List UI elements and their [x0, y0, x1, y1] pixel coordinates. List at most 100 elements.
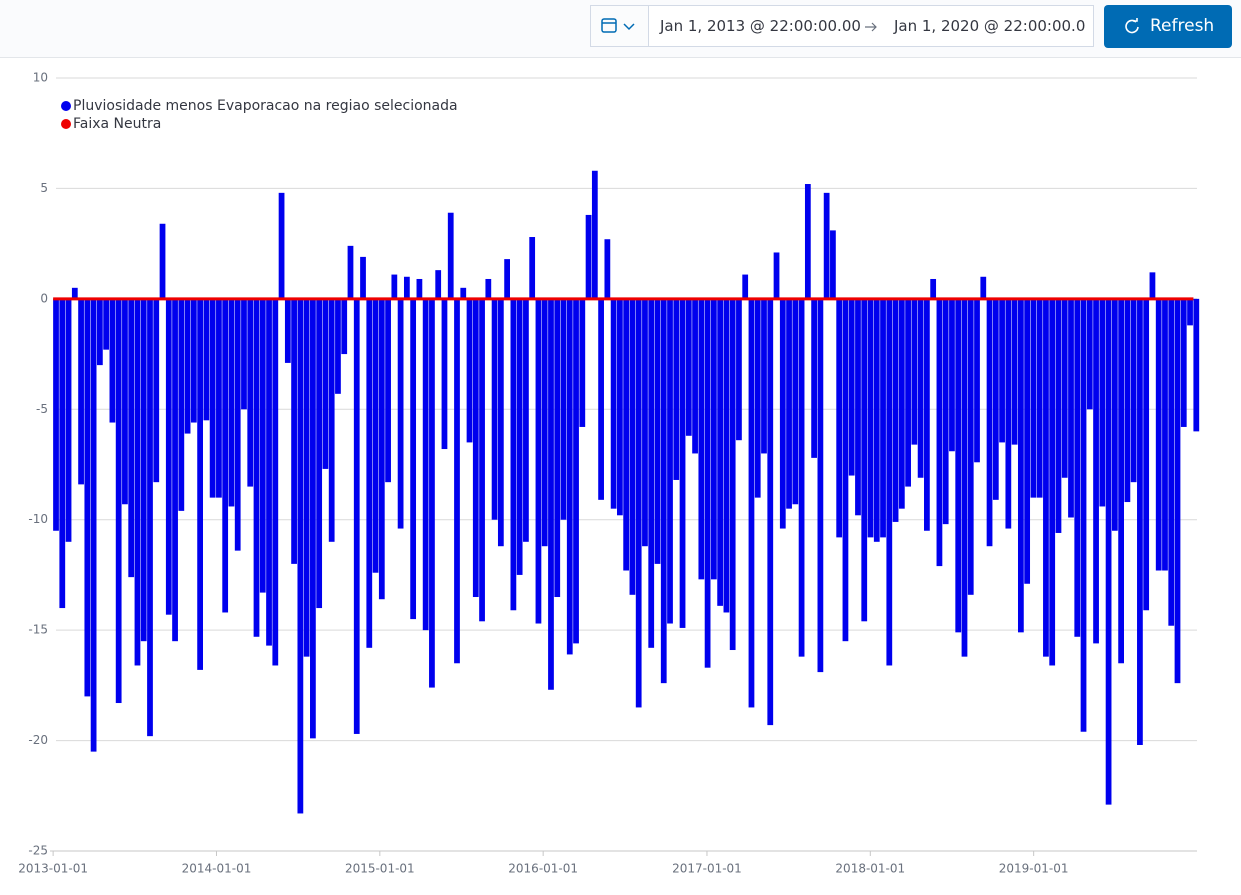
bar	[642, 298, 648, 547]
x-tick-label: 2016-01-01	[508, 862, 578, 876]
bar	[748, 298, 755, 708]
bar	[598, 298, 604, 500]
bar	[103, 298, 110, 350]
bar	[497, 298, 504, 547]
bar	[310, 298, 316, 739]
refresh-label[interactable]: Refresh	[1150, 16, 1215, 36]
bar	[1193, 298, 1200, 432]
y-tick-label: 10	[33, 71, 48, 85]
bar	[873, 298, 880, 542]
refresh-button[interactable]: Refresh	[1104, 5, 1232, 48]
legend-marker	[61, 101, 71, 111]
bar	[992, 298, 999, 500]
bar	[1130, 298, 1137, 483]
bar	[535, 298, 542, 624]
bar	[1174, 298, 1181, 684]
bar	[798, 298, 805, 657]
bar	[259, 298, 266, 593]
bar	[122, 298, 128, 505]
bar	[1024, 298, 1031, 584]
bar	[485, 278, 492, 299]
bar	[554, 298, 561, 598]
bar	[924, 298, 930, 531]
date-picker[interactable]: Jan 1, 2013 @ 22:00:00.00 Jan 1, 2020 @ …	[590, 5, 1094, 47]
bar	[986, 298, 993, 547]
end-date[interactable]: Jan 1, 2020 @ 22:00:00.0	[894, 17, 1086, 35]
bar	[604, 239, 611, 299]
bar	[454, 298, 460, 664]
y-tick-label: -15	[28, 623, 48, 637]
y-tick-label: -10	[28, 512, 48, 526]
bar	[692, 298, 698, 454]
bar	[886, 298, 893, 666]
bar	[949, 298, 955, 452]
bar	[1105, 298, 1112, 805]
bar	[1074, 298, 1081, 637]
bar	[529, 237, 536, 299]
bar	[322, 298, 329, 469]
bar	[197, 298, 203, 670]
start-date[interactable]: Jan 1, 2013 @ 22:00:00.00	[660, 17, 861, 35]
bar	[723, 298, 730, 613]
bar	[579, 298, 586, 427]
bar	[980, 276, 987, 299]
x-tick-label: 2017-01-01	[672, 862, 742, 876]
bar	[391, 274, 398, 299]
bar	[303, 298, 310, 657]
bar	[560, 298, 567, 520]
refresh-icon	[1125, 18, 1139, 34]
bar	[1036, 298, 1043, 498]
bar	[1149, 272, 1156, 299]
x-tick-label: 2015-01-01	[345, 862, 415, 876]
bar	[441, 298, 448, 450]
bar	[1143, 298, 1150, 611]
bar	[1187, 298, 1193, 326]
bar	[1124, 298, 1131, 503]
bar	[397, 298, 404, 529]
bar	[1086, 298, 1093, 410]
bar	[867, 298, 874, 538]
bar	[172, 298, 178, 642]
bar	[917, 298, 924, 478]
bar	[1162, 298, 1168, 571]
bar	[911, 298, 918, 445]
bar	[1155, 298, 1162, 571]
bar	[710, 298, 717, 580]
bar	[291, 298, 297, 564]
bar	[898, 298, 905, 509]
bar	[347, 245, 354, 299]
bar	[786, 298, 792, 509]
bar	[548, 298, 554, 690]
bar	[861, 298, 868, 622]
bar	[523, 298, 529, 542]
y-tick-label: 5	[40, 181, 48, 195]
bar	[1011, 298, 1018, 445]
bar	[698, 298, 705, 580]
bar	[792, 298, 799, 505]
bar	[1099, 298, 1106, 507]
y-tick-label: -5	[36, 402, 48, 416]
bar	[147, 298, 153, 737]
bar	[353, 298, 360, 734]
bar	[623, 298, 630, 571]
bar	[222, 298, 229, 613]
x-tick-label: 2019-01-01	[999, 862, 1069, 876]
bar	[59, 298, 66, 609]
bar	[316, 298, 323, 609]
bar	[660, 298, 667, 684]
y-tick-label: 0	[40, 291, 48, 305]
bar	[648, 298, 655, 648]
bar	[335, 298, 341, 394]
bar	[880, 298, 886, 538]
bar	[823, 192, 830, 299]
calendar-button[interactable]	[591, 6, 649, 46]
bar	[654, 298, 661, 564]
bar	[228, 298, 235, 507]
bar	[416, 278, 423, 299]
bar	[767, 298, 774, 726]
bar	[159, 223, 166, 299]
bar	[241, 298, 247, 410]
bar	[341, 298, 348, 355]
toolbar: Jan 1, 2013 @ 22:00:00.00 Jan 1, 2020 @ …	[0, 0, 1241, 58]
